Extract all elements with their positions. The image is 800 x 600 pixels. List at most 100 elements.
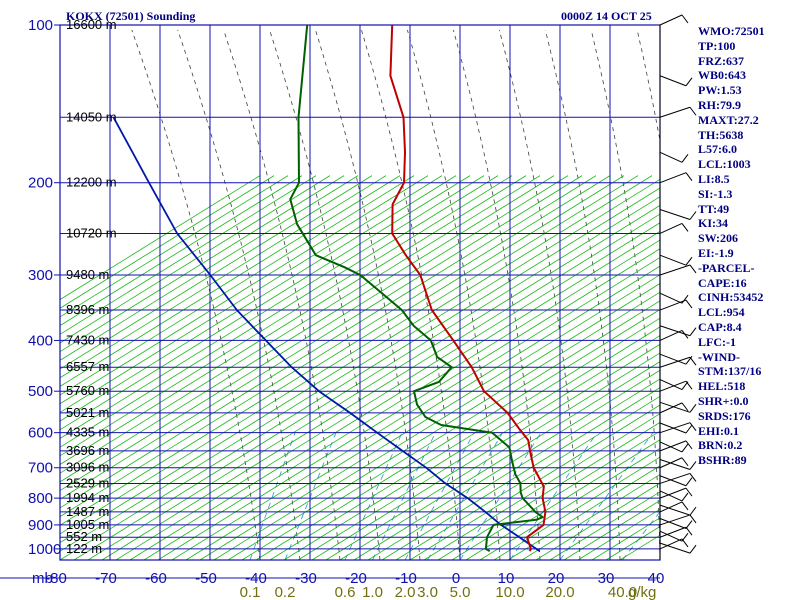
index-item: TP:100	[698, 38, 736, 53]
dry-adiabat	[60, 175, 401, 387]
dry-adiabat	[60, 175, 429, 405]
wind-barb	[659, 75, 687, 87]
index-item: WB0:643	[698, 68, 746, 83]
height-label: 6557 m	[66, 359, 109, 374]
index-item: LCL:1003	[698, 157, 751, 172]
dry-adiabat	[60, 175, 415, 396]
wind-barb-flag	[681, 457, 689, 467]
dry-adiabat	[60, 175, 611, 518]
dry-adiabat	[213, 283, 660, 560]
pressure-label: 500	[28, 383, 53, 400]
dry-adiabat	[367, 378, 660, 560]
temperature-tick-label: 20	[548, 570, 565, 587]
dry-adiabat	[549, 491, 660, 560]
mixing-ratio-label: 40.0	[608, 584, 637, 600]
isotherms	[60, 25, 660, 560]
dry-adiabat	[423, 413, 660, 560]
index-item: TH:5638	[698, 127, 744, 142]
dry-adiabat	[60, 175, 513, 457]
wind-barb-flag	[681, 501, 689, 511]
index-item: MAXT:27.2	[698, 112, 759, 127]
dry-adiabat	[60, 175, 275, 309]
wind-barb	[659, 542, 691, 554]
height-label: 14050 m	[66, 109, 117, 124]
dry-adiabat	[339, 361, 660, 560]
dry-adiabat	[60, 175, 387, 379]
temperature-tick-label: -30	[295, 570, 317, 587]
wind-barb	[659, 401, 691, 413]
index-item: EHI:0.1	[698, 423, 740, 438]
wind-barb	[659, 514, 691, 526]
dry-adiabat	[241, 300, 660, 560]
wind-barb-flag	[681, 154, 689, 163]
dry-adiabat	[465, 439, 660, 560]
dry-adiabat	[60, 175, 541, 474]
temperature-tick-label: 40	[648, 570, 665, 587]
index-item: LFC:-1	[698, 334, 736, 349]
temperature-tick-label: 30	[598, 570, 615, 587]
wind-barb	[659, 501, 683, 513]
index-item: CAPE:16	[698, 275, 747, 290]
wind-barb	[659, 299, 687, 311]
wind-barb	[659, 504, 691, 516]
wind-barb-flag	[685, 77, 693, 87]
dry-adiabat	[437, 421, 660, 560]
mixing-ratio-line	[344, 432, 403, 560]
index-item: LCL:954	[698, 305, 745, 320]
dry-adiabat	[157, 248, 660, 560]
parcel-line	[112, 116, 541, 552]
temperature-tick-label: 10	[498, 570, 515, 587]
dry-adiabat	[60, 187, 660, 560]
wind-barb	[659, 172, 687, 184]
dry-adiabat	[60, 175, 597, 509]
moist-adiabat	[453, 29, 541, 560]
wind-barb-flag	[685, 256, 693, 266]
pressure-label: 300	[28, 267, 53, 284]
parcel-trace	[112, 116, 541, 552]
wind-barb	[659, 223, 683, 234]
wind-barb-flag	[685, 487, 693, 497]
index-item: STM:137/16	[698, 364, 762, 379]
temperature-axis-labels: mb-80 -70 -60 -50 -40 -30 -20 -10 0 10 20 30 40	[32, 570, 664, 587]
dry-adiabat	[143, 239, 660, 560]
mixing-ratio-axis-labels: 0.1 0.2 0.6 1.0 2.0 3.0 5.0 10.0 20.0 40.0g/kg	[240, 584, 657, 600]
index-item: SRDS:176	[698, 408, 751, 423]
dry-adiabat	[60, 178, 660, 552]
temperature-tick-label: -10	[395, 570, 417, 587]
dry-adiabat	[129, 230, 660, 560]
wind-barb-flag	[681, 538, 689, 548]
wind-barb-flag	[685, 355, 693, 365]
moist-adiabat	[361, 29, 461, 560]
index-item: EI:-1.9	[698, 245, 734, 260]
mixing-ratio-label: 10.0	[495, 584, 524, 600]
mixing-ratio-line	[559, 432, 654, 560]
temperature-trace	[389, 24, 547, 552]
moist-adiabat	[544, 29, 621, 560]
index-item: -PARCEL-	[698, 260, 755, 275]
height-label: 16600 m	[66, 17, 117, 32]
wind-barb-flag	[681, 223, 689, 232]
index-item: L57:6.0	[698, 142, 737, 157]
index-item: FRZ:637	[698, 53, 744, 68]
index-item: SW:206	[698, 231, 739, 246]
height-label: 2529 m	[66, 475, 109, 490]
dewpoint-trace	[289, 24, 544, 553]
dry-adiabat	[87, 204, 660, 560]
dry-adiabat	[73, 196, 660, 560]
dry-adiabat	[479, 447, 660, 560]
dry-adiabat	[60, 175, 317, 335]
wind-barb-flag	[685, 424, 693, 434]
pressure-label: 900	[28, 517, 53, 534]
height-label: 5760 m	[66, 383, 109, 398]
dry-adiabat	[60, 175, 261, 301]
mixing-ratio-label: 1.0	[362, 584, 383, 600]
wind-barb	[659, 475, 687, 487]
index-item: LI:8.5	[698, 171, 730, 186]
height-label: 12200 m	[66, 175, 117, 190]
height-label: 9480 m	[66, 267, 109, 282]
wind-barb-flag	[689, 106, 697, 116]
dry-adiabat	[325, 352, 660, 560]
dry-adiabat	[101, 213, 660, 560]
wind-barb	[659, 490, 683, 502]
pressure-label: 800	[28, 490, 53, 507]
